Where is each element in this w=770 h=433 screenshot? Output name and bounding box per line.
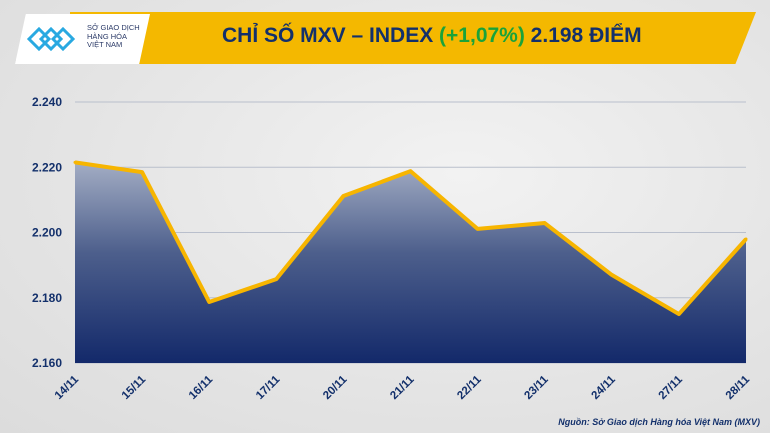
y-tick-label: 2.200: [32, 226, 62, 240]
x-tick-label: 28/11: [724, 373, 753, 402]
data-point: [409, 169, 412, 173]
y-tick-label: 2.180: [32, 291, 62, 305]
change-percent: (+1,07%): [439, 24, 525, 47]
logo-mark-icon: [26, 26, 76, 52]
x-tick-label: 16/11: [187, 373, 216, 402]
x-tick-label: 20/11: [321, 373, 350, 402]
x-tick-label: 22/11: [455, 373, 484, 402]
x-tick-label: 23/11: [522, 373, 551, 402]
source-note: Nguồn: Sở Giao dịch Hàng hóa Việt Nam (M…: [558, 417, 760, 427]
x-tick-label: 21/11: [388, 373, 417, 402]
data-point: [73, 160, 77, 164]
title-banner: [70, 12, 756, 64]
mxv-logo: SỞ GIAO DỊCH HÀNG HÓA VIỆT NAM: [15, 14, 150, 64]
data-point: [610, 273, 614, 277]
x-tick-label: 17/11: [254, 373, 283, 402]
x-tick-label: 24/11: [590, 373, 619, 402]
chart-title: CHỈ SỐ MXV – INDEX (+1,07%) 2.198 ĐIỂM: [222, 24, 642, 47]
data-point: [744, 237, 748, 241]
data-point: [677, 312, 681, 316]
data-point: [476, 227, 480, 231]
data-point: [140, 170, 144, 174]
x-tick-label: 27/11: [657, 373, 686, 402]
x-tick-label: 15/11: [120, 373, 149, 402]
y-tick-label: 2.240: [32, 95, 62, 109]
y-tick-label: 2.160: [32, 356, 62, 370]
data-point: [274, 277, 278, 281]
x-tick-label: 14/11: [53, 373, 82, 402]
data-point: [341, 194, 345, 198]
y-tick-label: 2.220: [32, 160, 62, 174]
area-fill: [75, 162, 746, 363]
data-point: [543, 221, 547, 225]
data-point: [207, 300, 211, 304]
